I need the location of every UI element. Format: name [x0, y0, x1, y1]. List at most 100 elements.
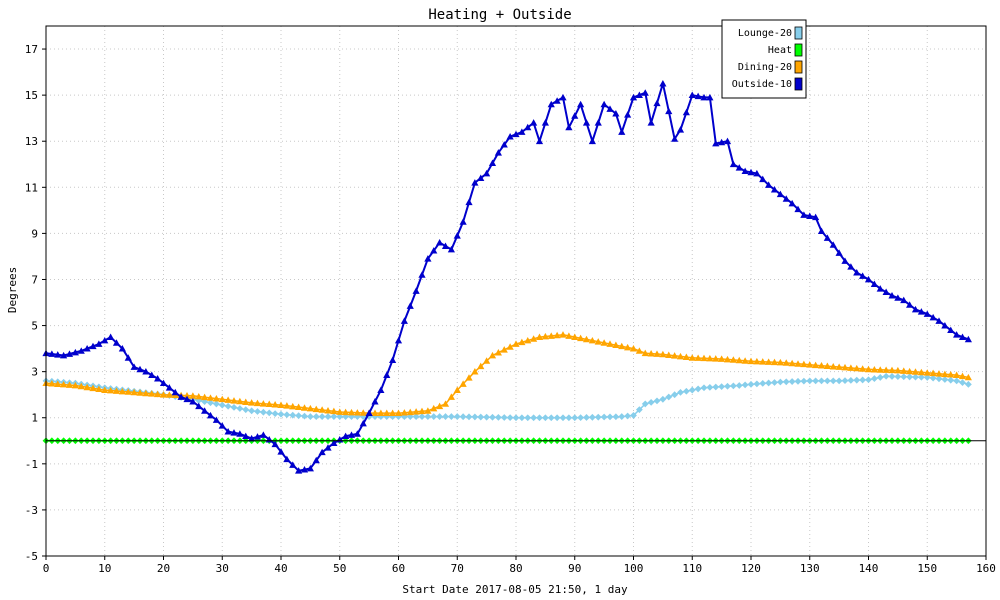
data-point	[201, 398, 209, 406]
data-point	[741, 167, 749, 175]
x-tick-label: 140	[859, 562, 879, 575]
data-point	[882, 372, 890, 380]
data-point	[524, 123, 532, 131]
x-tick-label: 10	[98, 562, 111, 575]
data-point	[259, 408, 267, 416]
data-point	[524, 336, 532, 344]
data-point	[512, 414, 520, 422]
data-point	[353, 430, 361, 437]
data-point	[424, 255, 432, 262]
data-point	[794, 360, 802, 367]
y-tick-label: 17	[25, 43, 38, 56]
data-point	[189, 398, 197, 405]
data-point	[864, 365, 873, 373]
data-point	[336, 413, 344, 420]
data-point	[465, 198, 473, 206]
data-point	[847, 377, 855, 384]
data-point	[812, 361, 820, 369]
data-point	[853, 364, 861, 372]
data-point	[835, 363, 843, 370]
data-point	[60, 380, 68, 388]
data-point	[148, 390, 156, 397]
data-point	[412, 413, 420, 420]
data-point	[218, 395, 226, 403]
data-point	[77, 382, 85, 390]
data-point	[530, 119, 538, 126]
data-point	[582, 119, 591, 126]
data-point	[876, 374, 884, 381]
data-point	[929, 374, 937, 382]
data-point	[442, 413, 449, 420]
data-point	[865, 376, 872, 384]
x-tick-label: 90	[568, 562, 581, 575]
x-tick-label: 120	[741, 562, 761, 575]
data-point	[242, 406, 250, 414]
data-point	[747, 168, 755, 176]
data-point	[841, 377, 849, 385]
data-point	[964, 373, 972, 381]
data-point	[911, 305, 920, 313]
data-point	[606, 340, 614, 347]
data-point	[271, 440, 279, 448]
y-tick-label: 1	[31, 412, 38, 425]
x-tick-label: 160	[976, 562, 996, 575]
data-point	[424, 407, 432, 414]
data-point	[441, 242, 450, 249]
data-point	[547, 414, 555, 422]
data-point	[917, 308, 925, 315]
data-point	[201, 393, 209, 401]
data-point	[465, 413, 473, 421]
data-point	[882, 288, 890, 296]
data-point	[682, 387, 690, 395]
data-point	[336, 408, 344, 415]
data-point	[770, 186, 779, 193]
data-point	[347, 431, 356, 438]
data-point	[389, 356, 397, 364]
data-point	[629, 345, 638, 352]
data-point	[318, 406, 326, 413]
x-tick-label: 130	[800, 562, 820, 575]
data-point	[712, 355, 720, 362]
data-point	[89, 384, 97, 392]
data-point	[353, 409, 361, 416]
data-point	[159, 391, 168, 398]
data-point	[583, 414, 590, 421]
data-point	[847, 364, 855, 371]
data-point	[964, 380, 972, 388]
data-point	[183, 395, 191, 403]
data-point	[530, 414, 538, 422]
data-point	[301, 412, 308, 420]
data-point	[136, 365, 144, 373]
y-tick-label: 15	[25, 89, 38, 102]
data-point	[524, 414, 532, 422]
data-point	[788, 199, 796, 207]
data-point	[330, 407, 338, 415]
data-point	[947, 376, 955, 384]
x-tick-label: 70	[451, 562, 464, 575]
data-point	[377, 409, 385, 417]
data-point	[571, 112, 579, 119]
data-point	[312, 456, 320, 464]
data-point	[765, 379, 773, 387]
x-axis-label: Start Date 2017-08-05 21:50, 1 day	[402, 583, 628, 596]
data-point	[835, 377, 843, 385]
data-point	[453, 413, 461, 420]
data-point	[812, 377, 820, 385]
data-point	[424, 413, 432, 420]
data-point	[471, 368, 479, 375]
data-point	[718, 383, 726, 391]
y-tick-label: 5	[31, 320, 38, 333]
legend-label: Heat	[768, 45, 792, 56]
data-point	[577, 334, 585, 342]
data-point	[859, 272, 867, 279]
data-point	[788, 359, 796, 367]
data-point	[477, 362, 485, 370]
data-point	[817, 362, 826, 369]
data-point	[588, 137, 596, 145]
data-point	[829, 377, 837, 385]
data-point	[289, 461, 297, 468]
data-point	[823, 377, 831, 385]
data-point	[635, 406, 643, 414]
data-point	[624, 111, 632, 118]
x-tick-label: 80	[509, 562, 522, 575]
